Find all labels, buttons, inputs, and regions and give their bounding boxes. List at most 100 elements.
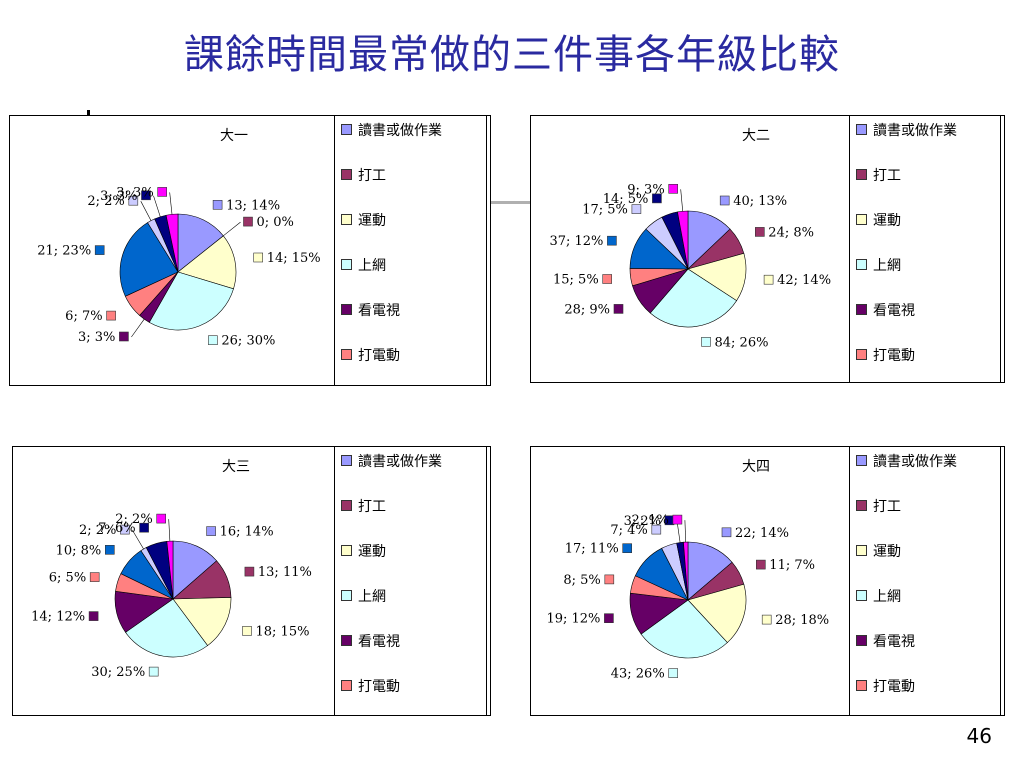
legend-swatch xyxy=(341,124,352,135)
legend-label: 打工 xyxy=(358,499,386,515)
label-swatch xyxy=(89,572,100,582)
label-swatch xyxy=(139,522,149,533)
label-swatch xyxy=(212,200,223,210)
legend-swatch xyxy=(856,455,867,466)
legend-label: 上網 xyxy=(873,258,901,274)
slice-label-3: 26; 30% xyxy=(208,334,275,349)
slice-label-2: 14; 15% xyxy=(253,251,321,266)
legend-swatch xyxy=(856,214,867,225)
slice-label-4: 19; 12% xyxy=(546,612,614,627)
label-swatch xyxy=(253,252,263,263)
slice-label-1: 24; 8% xyxy=(755,225,814,240)
leader-line xyxy=(223,221,241,237)
legend-item: 打工 xyxy=(856,165,1000,210)
legend-item: 看電視 xyxy=(856,300,1000,345)
data-label: 28; 18% xyxy=(775,613,829,628)
data-label: 0; 0% xyxy=(257,215,294,230)
slice-label-2: 18; 15% xyxy=(242,624,309,639)
label-swatch xyxy=(128,195,139,206)
data-label: 6; 5% xyxy=(49,571,86,586)
legend-item: 上網 xyxy=(341,255,486,300)
legend-label: 打電動 xyxy=(358,348,400,364)
data-label: 7; 6% xyxy=(98,521,135,536)
label-swatch xyxy=(244,566,255,577)
pie-labels: 16; 14% 13; 11% 18; 15% 30; 25% 14; 12% 6; 5%… xyxy=(31,512,312,680)
data-label: 3; 3% xyxy=(116,185,153,200)
data-label: 9; 3% xyxy=(627,182,664,197)
data-label: 21; 23% xyxy=(37,244,91,259)
data-label: 19; 12% xyxy=(546,612,600,627)
legend-label: 看電視 xyxy=(873,634,915,650)
slice-label-8: 14; 5% xyxy=(603,192,662,207)
legend-item: 讀書或做作業 xyxy=(341,451,486,496)
data-label: 8; 5% xyxy=(563,573,600,588)
legend-label: 看電視 xyxy=(358,303,400,319)
legend-item: 打電動 xyxy=(856,345,1000,390)
data-label: 13; 14% xyxy=(226,198,280,213)
legend-label: 運動 xyxy=(873,213,901,229)
pie-slice-2 xyxy=(687,583,747,644)
legend-swatch xyxy=(856,304,867,315)
label-swatch xyxy=(607,235,617,246)
legend-label: 運動 xyxy=(873,544,901,560)
legend-swatch xyxy=(856,545,867,556)
slice-label-2: 42; 14% xyxy=(763,273,831,288)
legend-item: 讀書或做作業 xyxy=(856,451,1000,496)
slice-label-8: 7; 6% xyxy=(98,521,149,536)
slide-title: 課餘時間最常做的三件事各年級比較 xyxy=(184,32,840,78)
slice-label-6: 21; 23% xyxy=(37,244,105,259)
slice-label-1: 0; 0% xyxy=(223,215,294,237)
legend-item: 上網 xyxy=(856,586,1000,631)
label-swatch xyxy=(652,193,662,204)
label-swatch xyxy=(242,626,252,636)
legend-item: 打電動 xyxy=(341,676,486,721)
slice-label-7: 2; 2% xyxy=(87,194,152,221)
slice-label-9: 2; 1% xyxy=(631,513,686,543)
legend-item: 上網 xyxy=(341,586,486,631)
slice-label-2: 28; 18% xyxy=(761,613,829,628)
label-swatch xyxy=(719,195,730,206)
legend-label: 打電動 xyxy=(873,348,915,364)
data-label: 2; 2% xyxy=(79,523,116,538)
legend-swatch xyxy=(341,500,352,511)
legend-item: 打工 xyxy=(341,165,486,210)
data-label: 28; 9% xyxy=(564,302,610,317)
legend-label: 上網 xyxy=(358,258,386,274)
legend-item: 上網 xyxy=(856,255,1000,300)
slice-label-3: 84; 26% xyxy=(701,335,768,350)
leader-line xyxy=(680,189,683,212)
slice-label-9: 9; 3% xyxy=(627,182,683,212)
data-label: 15; 5% xyxy=(553,273,599,288)
legend-label: 運動 xyxy=(358,544,386,560)
leader-line xyxy=(131,319,145,338)
pie-slice-3 xyxy=(649,268,738,328)
slice-label-4: 14; 12% xyxy=(31,610,99,625)
slice-label-9: 3; 3% xyxy=(116,185,173,215)
label-swatch xyxy=(622,543,632,553)
data-label: 22; 14% xyxy=(735,526,789,541)
legend-swatch xyxy=(341,259,352,270)
label-swatch xyxy=(157,187,167,197)
legend-item: 讀書或做作業 xyxy=(341,120,486,165)
legend-swatch xyxy=(341,545,352,556)
legend-swatch xyxy=(856,124,867,135)
slice-label-5: 6; 7% xyxy=(65,309,116,324)
pie-labels: 22; 14% 11; 7% 28; 18% 43; 26% 19; 12% 8; 5% 1… xyxy=(546,513,829,682)
slice-label-8: 3; 2% xyxy=(624,514,681,543)
pie-chart-year1: 大一 13; 14% 0; 0% 14; 15% 26; 30% 3; 3% 6; 7% 21… xyxy=(37,128,321,349)
leader-line xyxy=(140,201,152,221)
label-swatch xyxy=(208,335,218,345)
legend-label: 運動 xyxy=(358,213,386,229)
data-label: 14; 12% xyxy=(31,610,85,625)
pie-slice-2 xyxy=(172,597,232,646)
label-swatch xyxy=(651,524,662,535)
pie-slices xyxy=(629,541,747,659)
data-label: 17; 5% xyxy=(582,203,628,218)
slice-label-0: 13; 14% xyxy=(212,198,280,213)
chart-title-year2: 大二 xyxy=(742,128,770,144)
label-swatch xyxy=(721,527,732,538)
pie-slice-3 xyxy=(640,599,728,659)
chart-title-year1: 大一 xyxy=(220,128,248,144)
pie-slice-9 xyxy=(677,210,689,270)
legend-item: 運動 xyxy=(341,210,486,255)
